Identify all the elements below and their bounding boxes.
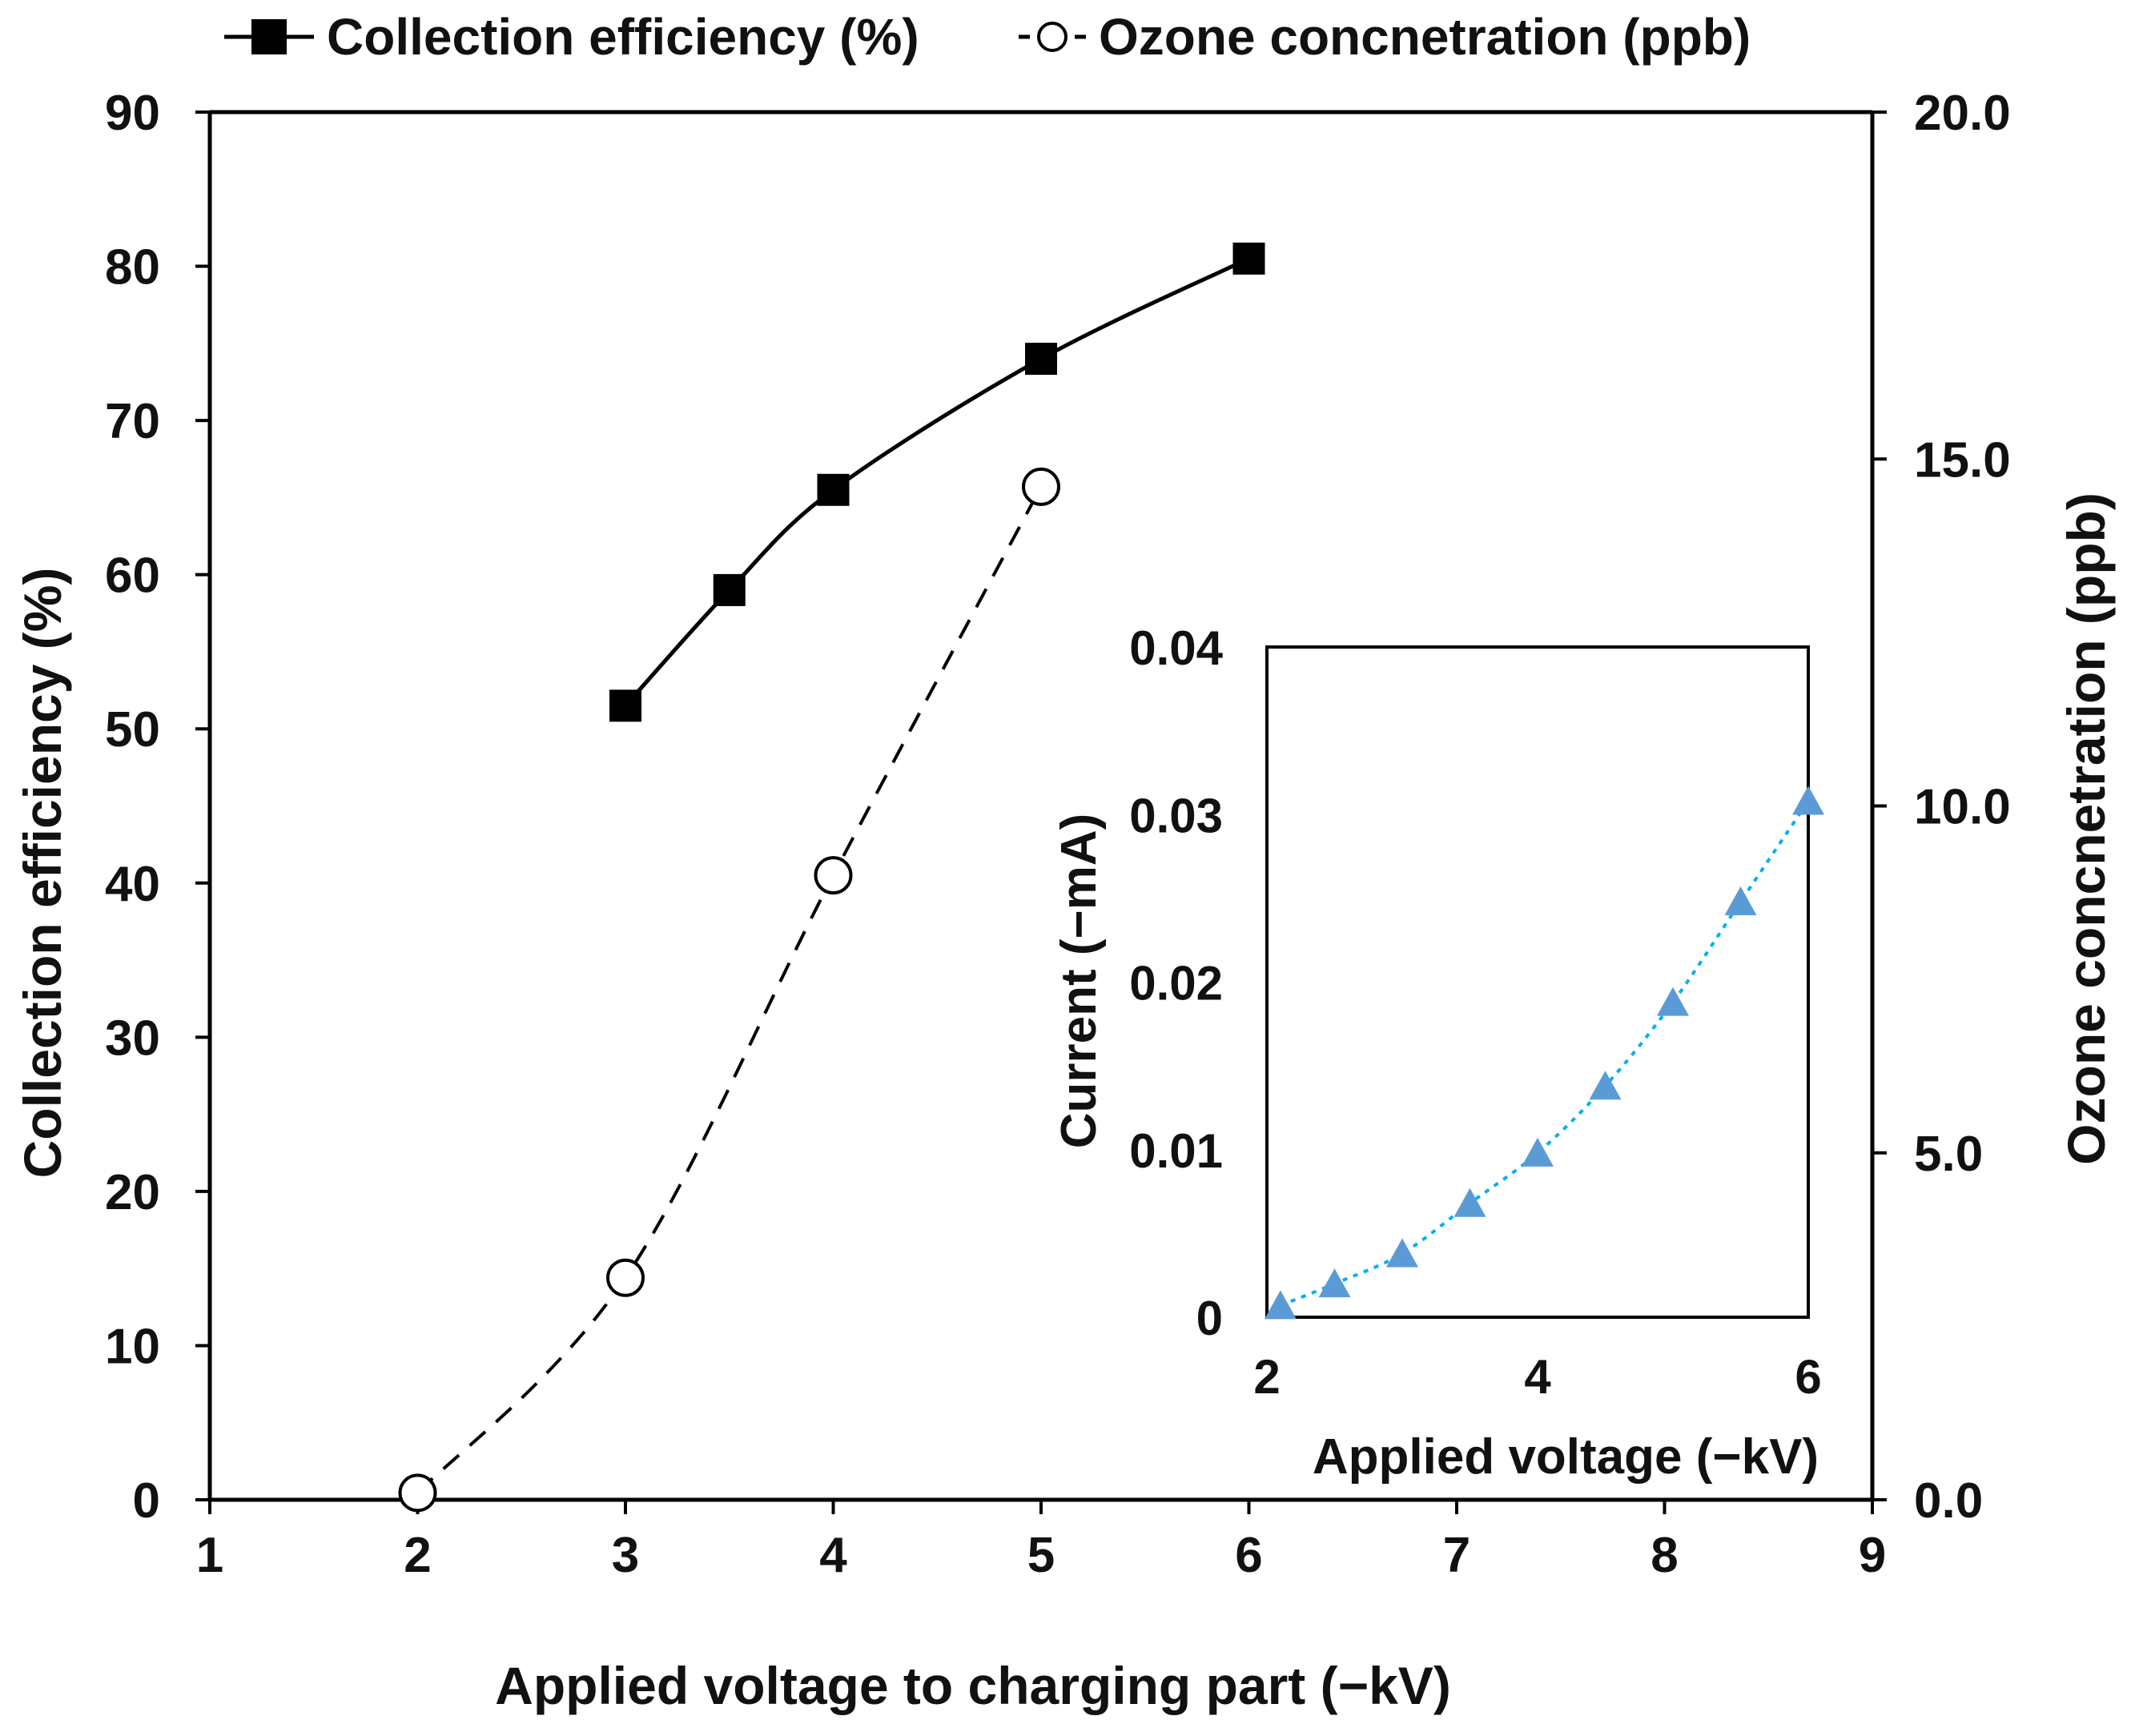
- legend-label-collection: Collection efficiency (%): [327, 8, 919, 66]
- inset-y-axis: 0 0.01 0.02 0.03 0.04: [1129, 621, 1223, 1345]
- left-y-tick-label: 20: [105, 1165, 160, 1220]
- right-y-tick-label: 10.0: [1914, 780, 2011, 835]
- current-point: [1454, 1187, 1486, 1217]
- right-y-tick-label: 20.0: [1914, 86, 2011, 141]
- current-point: [1657, 987, 1689, 1016]
- collection-point: [817, 473, 850, 506]
- collection-point: [1232, 242, 1265, 275]
- current-point: [1724, 886, 1757, 916]
- ozone-point: [814, 856, 853, 895]
- left-y-tick-label: 30: [105, 1011, 160, 1066]
- right-y-tick-label: 5.0: [1914, 1127, 1983, 1182]
- inset-x-axis-title: Applied voltage (−kV): [1313, 1429, 1819, 1485]
- left-y-tick-label: 0: [133, 1473, 160, 1529]
- legend-marker-ozone: [1037, 22, 1068, 52]
- ozone-point: [606, 1258, 645, 1297]
- left-y-axis-title: Collection efficiency (%): [13, 568, 72, 1179]
- current-point: [1589, 1071, 1622, 1100]
- inset-x-tick-label: 6: [1795, 1350, 1821, 1404]
- inset-x-axis: 2 4 6: [1253, 1350, 1821, 1404]
- ozone-line: [416, 485, 1043, 1494]
- collection-line: [624, 256, 1250, 708]
- current-series: [1264, 786, 1824, 1320]
- collection-point: [713, 573, 746, 606]
- legend-marker-collection: [251, 19, 287, 54]
- right-y-axis-title: Ozone concnetration (ppb): [2057, 492, 2116, 1165]
- collection-series: [609, 242, 1265, 722]
- inset-y-axis-title: Current (−mA): [1051, 814, 1107, 1149]
- x-tick-label: 5: [1027, 1528, 1055, 1583]
- inset-y-tick-label: 0: [1196, 1292, 1223, 1345]
- current-point: [1264, 1290, 1297, 1320]
- ozone-point: [1022, 467, 1060, 506]
- left-y-tick-label: 90: [105, 86, 160, 141]
- ozone-series: [398, 467, 1060, 1513]
- left-y-tick-label: 60: [105, 549, 160, 604]
- inset-plot-area: [1265, 645, 1810, 1319]
- left-y-tick-label: 70: [105, 394, 160, 449]
- legend: Collection efficiency (%) Ozone concnetr…: [224, 8, 1751, 66]
- x-tick-label: 1: [196, 1528, 223, 1583]
- inset-y-tick-label: 0.04: [1129, 621, 1223, 675]
- inset-y-tick-label: 0.02: [1129, 957, 1223, 1011]
- collection-point: [609, 689, 641, 722]
- main-left-y-axis: 0 10 20 30 40 50 60 70 80 90: [105, 86, 210, 1529]
- current-point: [1522, 1137, 1554, 1167]
- collection-point: [1025, 343, 1057, 376]
- main-x-axis: 1 2 3 4 5 6 7 8 9: [196, 1500, 1886, 1583]
- inset-x-tick-label: 4: [1524, 1350, 1551, 1404]
- current-point: [1792, 786, 1824, 815]
- left-y-tick-label: 50: [105, 702, 160, 757]
- x-tick-label: 6: [1235, 1528, 1262, 1583]
- ozone-point: [398, 1473, 437, 1513]
- left-y-tick-label: 10: [105, 1319, 160, 1374]
- x-tick-label: 2: [404, 1528, 431, 1583]
- left-y-tick-label: 80: [105, 240, 160, 295]
- inset-x-tick-label: 2: [1253, 1350, 1280, 1404]
- main-right-y-axis: 0.0 5.0 10.0 15.0 20.0: [1872, 86, 2011, 1529]
- inset-frame-box: [1265, 645, 1810, 1319]
- inset-y-tick-label: 0.03: [1129, 789, 1223, 842]
- x-tick-label: 4: [819, 1528, 847, 1583]
- right-y-tick-label: 0.0: [1914, 1473, 1983, 1529]
- x-tick-label: 7: [1443, 1528, 1470, 1583]
- right-y-tick-label: 15.0: [1914, 432, 2011, 488]
- x-tick-label: 8: [1651, 1528, 1678, 1583]
- x-tick-label: 3: [612, 1528, 639, 1583]
- inset-y-tick-label: 0.01: [1129, 1124, 1223, 1178]
- x-axis-title: Applied voltage to charging part (−kV): [495, 1656, 1451, 1715]
- x-tick-label: 9: [1859, 1528, 1886, 1583]
- legend-label-ozone: Ozone concnetration (ppb): [1099, 8, 1751, 66]
- left-y-tick-label: 40: [105, 857, 160, 912]
- current-point: [1386, 1238, 1418, 1268]
- current-point: [1318, 1268, 1351, 1298]
